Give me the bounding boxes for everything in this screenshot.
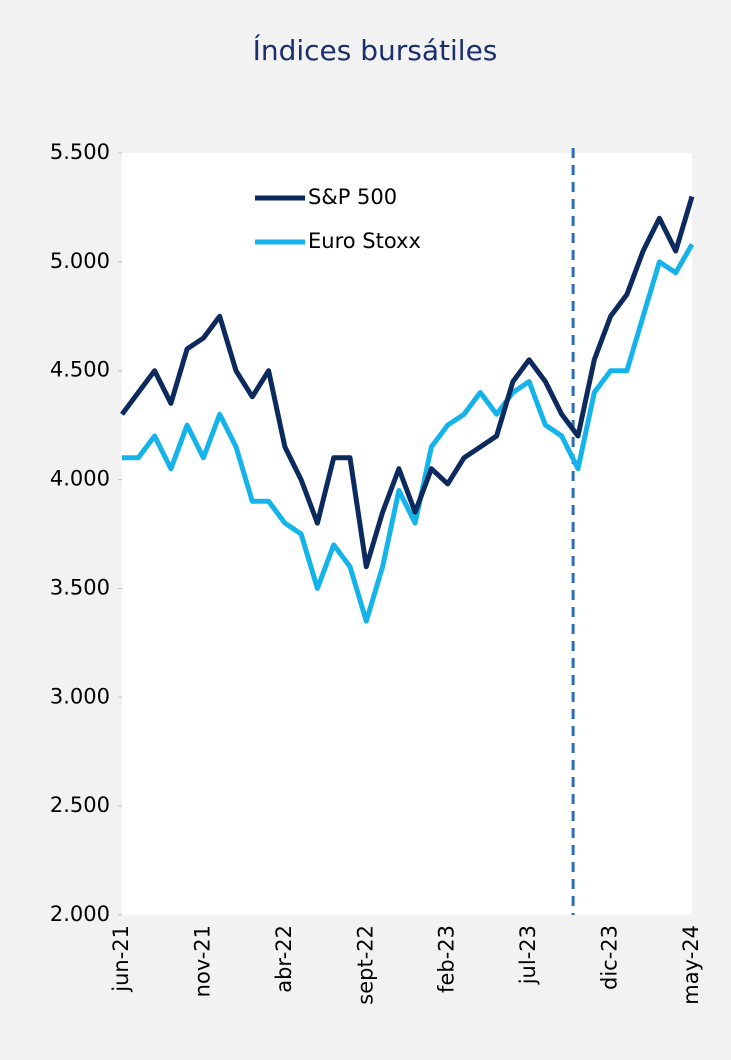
x-tick-label: sept-22 <box>353 925 377 1005</box>
x-tick-label: nov-21 <box>190 925 214 997</box>
y-tick-label: 3.000 <box>50 684 110 708</box>
x-tick-label: jun-21 <box>109 925 133 993</box>
x-tick-label: abr-22 <box>272 925 296 993</box>
line-series <box>119 195 695 570</box>
x-tick-label: jul-23 <box>516 925 540 985</box>
plot-area <box>122 153 692 915</box>
legend-label: Euro Stoxx <box>308 229 421 253</box>
y-tick-label: 4.500 <box>50 358 110 382</box>
x-tick-label: feb-23 <box>435 925 459 993</box>
legend-label: S&P 500 <box>308 185 397 209</box>
line-series <box>122 243 695 624</box>
y-tick-label: 5.500 <box>50 140 110 164</box>
y-tick-label: 5.000 <box>50 249 110 273</box>
y-tick-label: 2.000 <box>50 902 110 926</box>
y-tick-label: 3.500 <box>50 575 110 599</box>
y-tick-label: 4.000 <box>50 467 110 491</box>
x-tick-label: dic-23 <box>598 925 622 990</box>
y-tick-label: 2.500 <box>50 793 110 817</box>
x-tick-label: may-24 <box>679 925 703 1005</box>
chart-title: Índices bursátiles <box>253 33 498 67</box>
